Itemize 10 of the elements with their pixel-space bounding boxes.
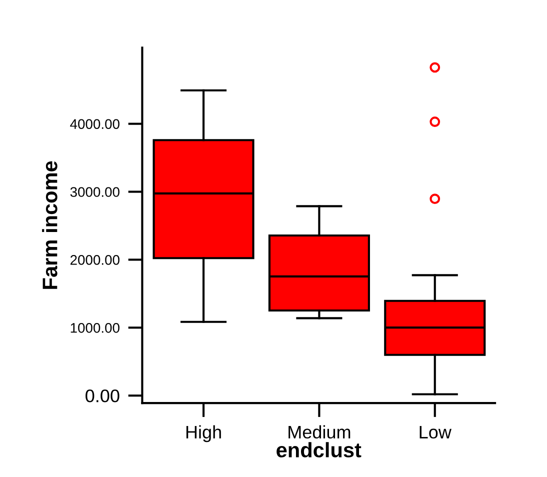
- y-tick-label: 2000.00: [70, 255, 120, 265]
- x-tick-label: High: [186, 425, 221, 442]
- y-tick-label: 4000.00: [70, 119, 120, 129]
- x-axis-title: endclust: [276, 442, 362, 458]
- x-tick-label: Medium: [288, 425, 350, 439]
- y-tick-label: 1000.00: [70, 322, 120, 333]
- x-tick-label: Low: [420, 426, 452, 439]
- y-axis-title: Farm income: [42, 161, 58, 289]
- y-tick-label: 3000.00: [70, 187, 120, 197]
- y-tick-label: 0.00: [86, 390, 120, 402]
